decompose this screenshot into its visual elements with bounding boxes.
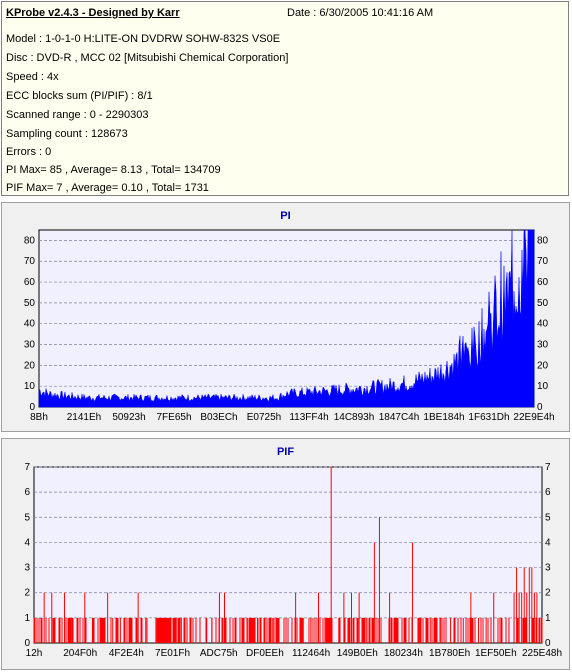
pif-ytick-left: 6 [24,487,30,498]
pif-ytick-left: 1 [24,613,30,624]
pi-xtick: 7FE65h [156,412,191,423]
pi-xtick: 1BE184h [423,412,464,423]
errors-line: Errors : 0 [6,146,52,158]
pif-ytick-right: 6 [545,487,551,498]
pi-ytick-right: 30 [537,340,549,351]
pif-ytick-left: 3 [24,563,30,574]
pif-chart-title: PIF [276,446,295,458]
pi-ytick-left: 30 [24,340,36,351]
pif-xtick: DF0EEh [246,648,284,659]
speed-line: Speed : 4x [6,71,59,83]
pif-xtick: 1EF50Eh [475,648,517,659]
pi-xtick: E0725h [247,412,281,423]
pi-summary-line: PI Max= 85 , Average= 8.13 , Total= 1347… [6,164,221,176]
scan-date: Date : 6/30/2005 10:41:16 AM [287,7,434,19]
pi-xtick: 50923h [112,412,145,423]
pi-xtick: 1F631Dh [468,412,509,423]
pi-xtick: 2141Eh [67,412,101,423]
pif-ytick-left: 5 [24,512,30,523]
pi-xtick: 1847C4h [379,412,420,423]
pif-plot-area [33,466,543,644]
pif-ytick-right: 5 [545,512,551,523]
pif-xtick: 225E48h [522,648,562,659]
pi-ytick-right: 80 [537,235,549,246]
pi-chart-title: PI [280,210,291,222]
ecc-line: ECC blocks sum (PI/PIF) : 8/1 [6,90,153,102]
pif-ytick-left: 4 [24,537,30,548]
pi-xtick: 8Bh [30,412,48,423]
pif-xtick: 4F2E4h [109,648,144,659]
pi-ytick-left: 10 [24,381,36,392]
pif-summary-line: PIF Max= 7 , Average= 0.10 , Total= 1731 [6,182,209,194]
pif-xtick: 180234h [384,648,423,659]
range-line: Scanned range : 0 - 2290303 [6,109,149,121]
pi-series [38,229,535,408]
pi-ytick-left: 80 [24,235,36,246]
pi-ytick-left: 20 [24,360,36,371]
pif-ytick-left: 7 [24,462,30,473]
pi-ytick-left: 50 [24,298,36,309]
pif-xtick: 7E01Fh [155,648,190,659]
pif-xtick: 12h [26,648,43,659]
pi-ytick-left: 0 [29,402,35,413]
app-title: KProbe v2.4.3 - Designed by Karr [6,7,180,19]
pi-ytick-right: 70 [537,256,549,267]
pi-ytick-right: 40 [537,319,549,330]
pi-ytick-right: 10 [537,381,549,392]
pif-chart: 0 0 1 1 2 2 3 3 4 4 5 5 6 6 7 7 12h 204F0h 4F2E4h 7E01Fh ADC… [24,462,562,659]
pi-xtick: 14C893h [334,412,375,423]
pi-ytick-right: 20 [537,360,549,371]
pif-ytick-left: 0 [24,638,30,649]
pif-ytick-right: 3 [545,563,551,574]
pi-ytick-right: 60 [537,277,549,288]
pi-ytick-left: 40 [24,319,36,330]
pi-xtick: 22E9E4h [513,412,554,423]
pif-xtick: ADC75h [200,648,238,659]
pif-ytick-right: 1 [545,613,551,624]
pi-ytick-left: 60 [24,277,36,288]
pi-ytick-right: 50 [537,298,549,309]
pif-ytick-right: 2 [545,588,551,599]
model-line: Model : 1-0-1-0 H:LITE-ON DVDRW SOHW-832… [6,33,281,45]
pif-ytick-left: 2 [24,588,30,599]
disc-line: Disc : DVD-R , MCC 02 [Mitsubishi Chemic… [6,52,289,64]
pi-ytick-right: 0 [537,402,543,413]
pi-ytick-left: 70 [24,256,36,267]
pi-xtick: B03ECh [200,412,237,423]
pif-xtick: 1B780Eh [429,648,470,659]
pif-xtick: 112464h [292,648,330,659]
pi-chart: 0 0 10 10 20 20 30 30 40 40 50 50 60 60 70 70 80 80 8Bh 214… [24,229,555,423]
pif-ytick-right: 0 [545,638,551,649]
pif-xtick: 204F0h [63,648,97,659]
pi-chart-panel: PI 0 0 10 10 20 20 30 30 40 40 50 50 60 60 70 70 80 80 8Bh… [1,202,570,432]
pif-ytick-right: 7 [545,462,551,473]
pi-xtick: 113FF4h [289,412,328,423]
info-panel: KProbe v2.4.3 - Designed by Karr Date : … [1,1,569,196]
pif-ytick-right: 4 [545,537,551,548]
pif-chart-panel: PIF 0 0 1 1 2 2 3 3 4 4 5 5 6 6 7 7 12h 204F0h 4F2E4h 7E01F… [1,438,570,670]
sampling-line: Sampling count : 128673 [6,128,128,140]
pif-xtick: 149B0Eh [337,648,378,659]
